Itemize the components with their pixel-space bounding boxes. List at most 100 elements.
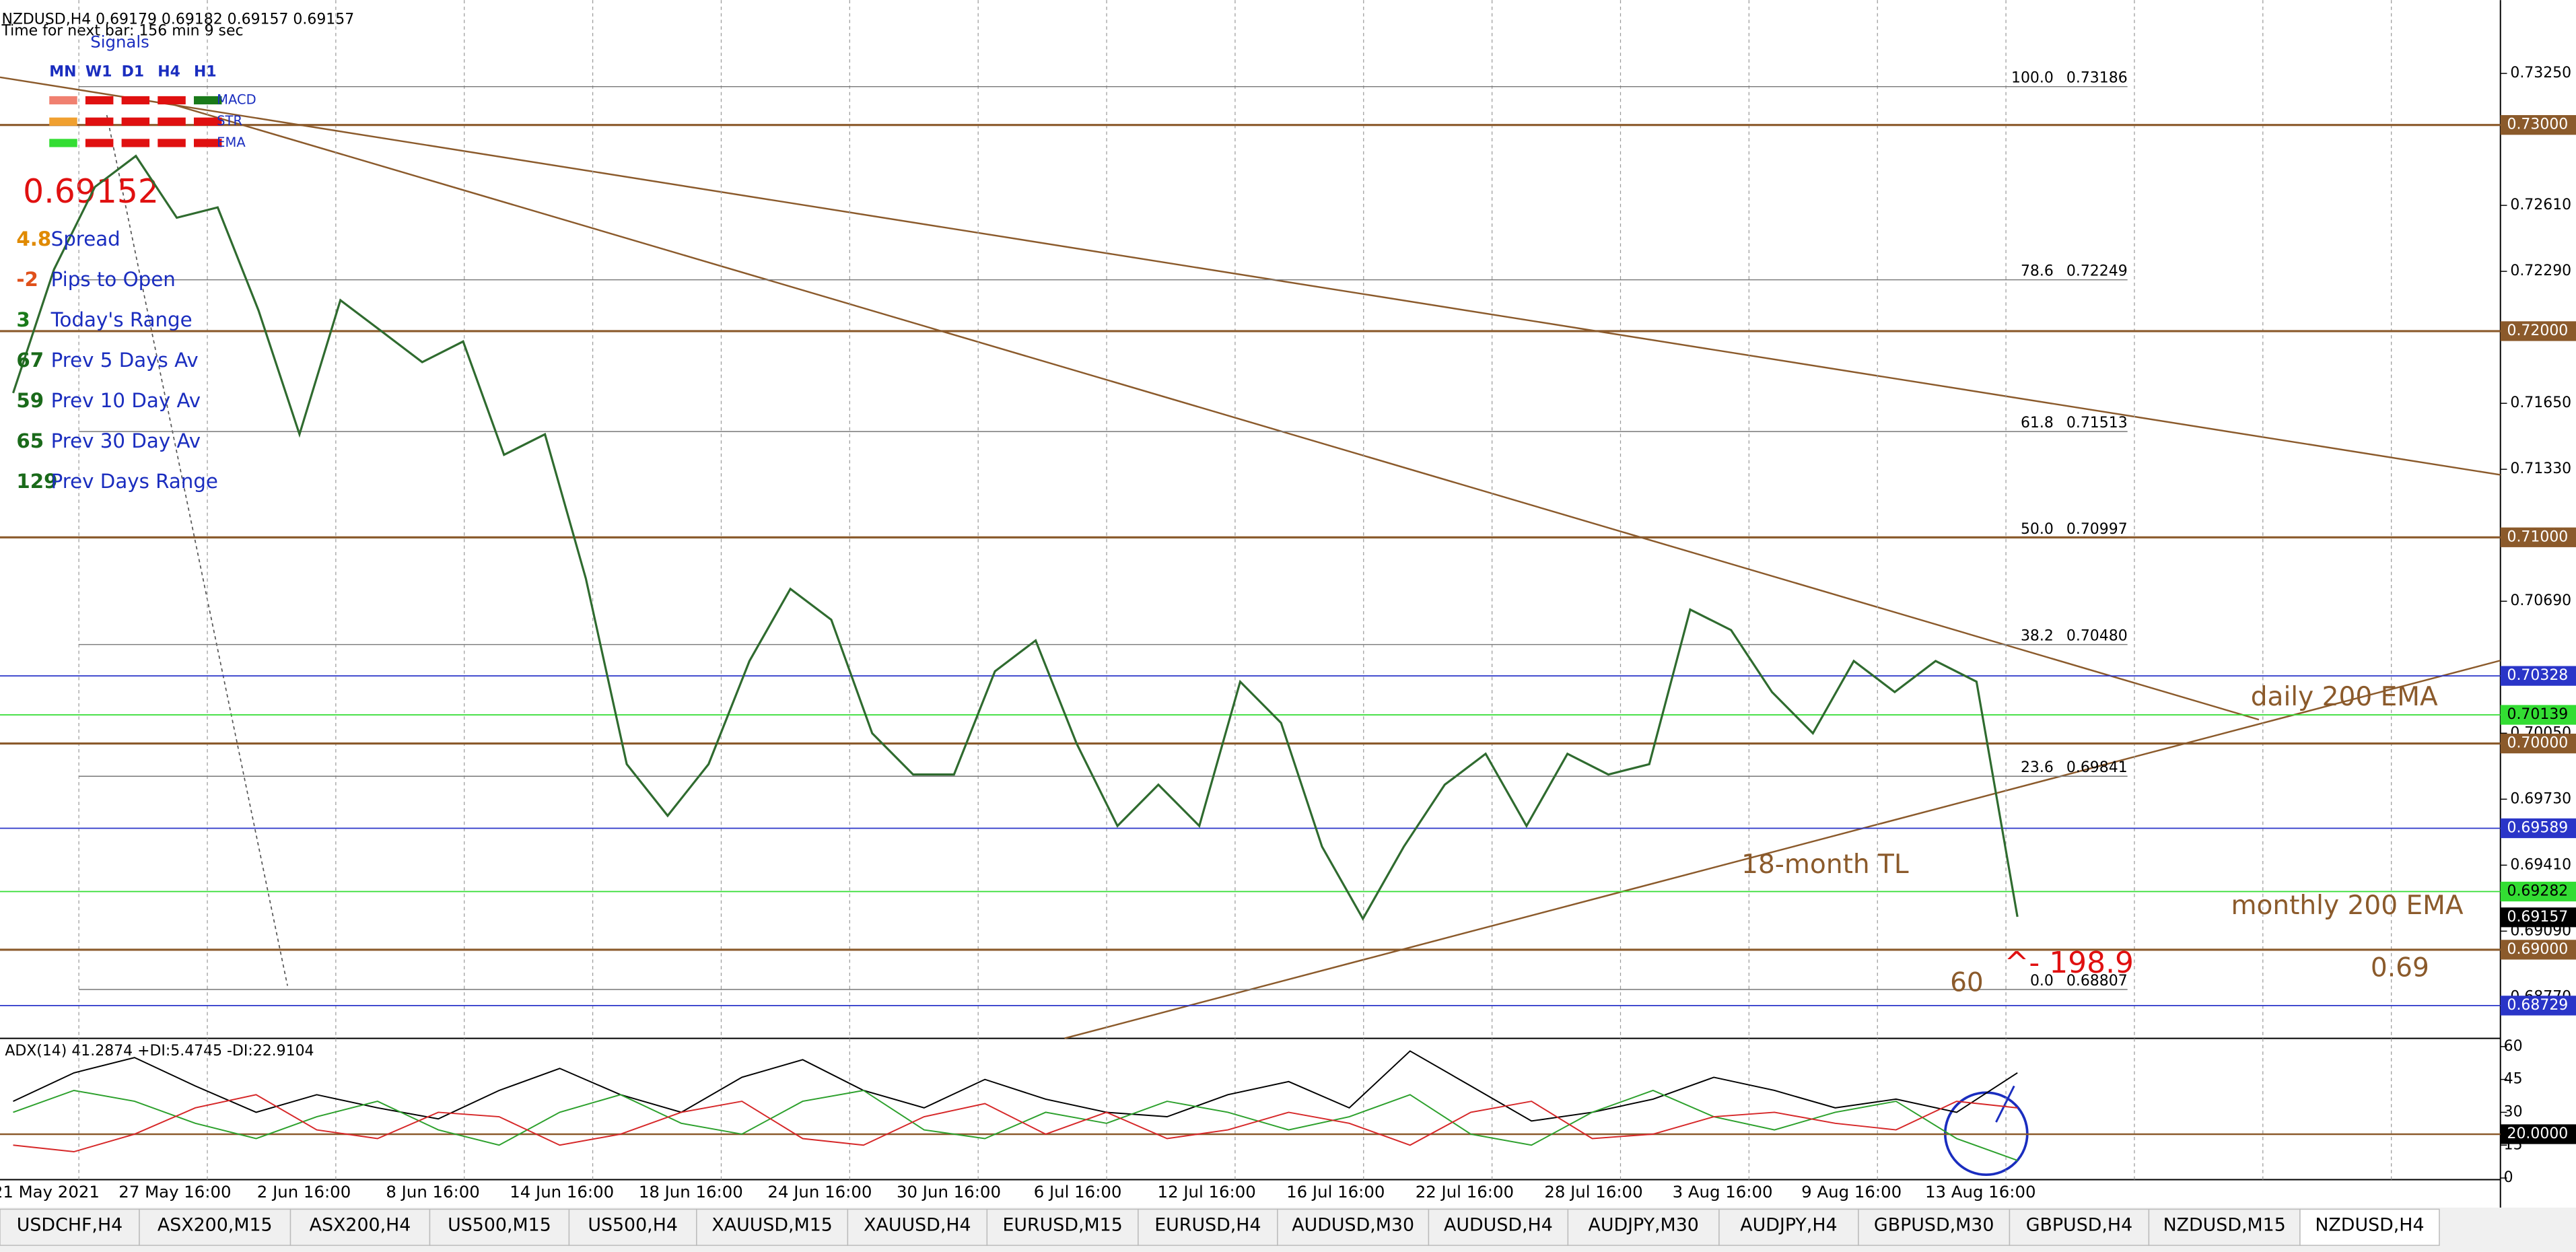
info-value: -2	[16, 268, 38, 291]
indicator-label: MACD	[217, 92, 256, 107]
tab[interactable]	[2148, 1208, 2301, 1246]
fib-price: 0.68807	[2066, 973, 2128, 989]
tab[interactable]	[139, 1208, 291, 1246]
adx-line	[13, 1094, 2018, 1153]
price-tick-label: 0.71330	[2510, 460, 2571, 477]
time-label: 22 Jul 16:00	[1416, 1182, 1514, 1202]
tab-label[interactable]: US500,M15	[448, 1214, 551, 1235]
tab-label[interactable]: EURUSD,M15	[1002, 1214, 1122, 1235]
tab[interactable]	[2299, 1208, 2440, 1246]
fib-level: 0.0	[2030, 973, 2054, 989]
signal-bar	[85, 139, 114, 147]
level-label: 0.71000	[2507, 528, 2568, 545]
tab[interactable]	[0, 1208, 140, 1246]
info-label: Spread	[51, 228, 120, 250]
signal-bar	[194, 117, 222, 126]
fib-price: 0.70480	[2066, 627, 2128, 644]
time-label: 14 Jun 16:00	[510, 1182, 614, 1202]
tab-label[interactable]: NZDUSD,H4	[2315, 1214, 2424, 1235]
signal-bar	[85, 96, 114, 105]
level-label: 0.70139	[2507, 706, 2568, 723]
info-value: 59	[16, 389, 44, 412]
time-label: 28 Jul 16:00	[1544, 1182, 1642, 1202]
symbol-line: NZDUSD,H4 0.69179 0.69182 0.69157 0.6915…	[1, 11, 354, 28]
fib-price: 0.72249	[2066, 263, 2128, 279]
tab-label[interactable]: AUDJPY,M30	[1588, 1214, 1698, 1235]
info-value: 4.8	[16, 228, 51, 250]
fib-level: 23.6	[2021, 759, 2054, 776]
tab-label[interactable]: ASX200,M15	[158, 1214, 273, 1235]
info-value: 65	[16, 429, 44, 452]
tab-label[interactable]: US500,H4	[588, 1214, 678, 1235]
tab[interactable]	[847, 1208, 988, 1246]
tab-label[interactable]: USDCHF,H4	[17, 1214, 123, 1235]
tab[interactable]	[2009, 1208, 2150, 1246]
tab-label[interactable]: AUDUSD,M30	[1292, 1214, 1414, 1235]
annotation: 0.69	[2371, 953, 2429, 983]
signal-bar	[158, 117, 186, 126]
timeframe: MN	[49, 63, 76, 80]
adx-tick-label: 60	[2504, 1038, 2523, 1055]
level-box	[2500, 818, 2576, 839]
signal-bar	[85, 117, 114, 126]
annotation: monthly 200 EMA	[2231, 891, 2463, 921]
time-label: 6 Jul 16:00	[1034, 1182, 1122, 1202]
tab[interactable]	[1277, 1208, 1430, 1246]
signal-bar	[49, 139, 77, 147]
tab-label[interactable]: AUDUSD,H4	[1444, 1214, 1553, 1235]
adx-tick-label: 30	[2504, 1103, 2523, 1120]
tab[interactable]	[1718, 1208, 1859, 1246]
fib-level: 38.2	[2021, 627, 2054, 644]
level-box	[2500, 733, 2576, 754]
level-label: 0.69157	[2507, 909, 2568, 926]
time-label: 24 Jun 16:00	[767, 1182, 872, 1202]
timeframe: D1	[122, 63, 145, 80]
info-label: Prev Days Range	[51, 470, 218, 493]
current-price: 0.69152	[23, 172, 159, 211]
level-box	[2500, 527, 2576, 547]
tab-label[interactable]: GBPUSD,H4	[2026, 1214, 2132, 1235]
trend-line	[164, 101, 2260, 721]
annotation: ^- 198.9	[2005, 946, 2134, 980]
price-tick-label: 0.71650	[2510, 394, 2571, 411]
time-label: 12 Jul 16:00	[1158, 1182, 1256, 1202]
timer: Time for next bar: 156 min 9 sec	[1, 22, 243, 39]
time-label: 21 May 2021	[0, 1182, 100, 1202]
fib-level: 61.8	[2021, 415, 2054, 431]
tab-label[interactable]: NZDUSD,M15	[2163, 1214, 2286, 1235]
tab-label[interactable]: AUDJPY,H4	[1740, 1214, 1837, 1235]
level-box	[2500, 115, 2576, 135]
level-box	[2500, 666, 2576, 686]
signal-bar	[49, 96, 77, 105]
price-tick-label: 0.73250	[2510, 65, 2571, 81]
info-value: 3	[16, 308, 30, 331]
tab[interactable]	[986, 1208, 1139, 1246]
tab[interactable]	[1428, 1208, 1569, 1246]
tab-label[interactable]: XAUUSD,H4	[864, 1214, 971, 1235]
timeframe: H1	[194, 63, 217, 80]
fib-level: 78.6	[2021, 263, 2054, 279]
time-label: 3 Aug 16:00	[1673, 1182, 1773, 1202]
price-tick-label: 0.69730	[2510, 790, 2571, 807]
level-box	[2500, 940, 2576, 960]
tab[interactable]	[1138, 1208, 1278, 1246]
tab[interactable]	[429, 1208, 570, 1246]
signal-bar	[121, 96, 150, 105]
tab-label[interactable]: GBPUSD,M30	[1874, 1214, 1994, 1235]
info-label: Prev 10 Day Av	[51, 389, 201, 412]
time-label: 27 May 16:00	[118, 1182, 231, 1202]
time-label: 30 Jun 16:00	[897, 1182, 1001, 1202]
info-label: Today's Range	[50, 308, 193, 331]
tab[interactable]	[1858, 1208, 2011, 1246]
indicator-label: STR	[217, 113, 242, 129]
tab-label[interactable]: ASX200,H4	[310, 1214, 411, 1235]
fib-level: 100.0	[2011, 69, 2054, 86]
adx-level-box	[2500, 1124, 2576, 1144]
tab-label[interactable]: EURUSD,H4	[1154, 1214, 1261, 1235]
trend-line	[0, 76, 2501, 476]
signal-bar	[121, 117, 150, 126]
tab-label[interactable]: XAUUSD,M15	[711, 1214, 833, 1235]
tab[interactable]	[1567, 1208, 1720, 1246]
annotation: daily 200 EMA	[2251, 682, 2438, 712]
